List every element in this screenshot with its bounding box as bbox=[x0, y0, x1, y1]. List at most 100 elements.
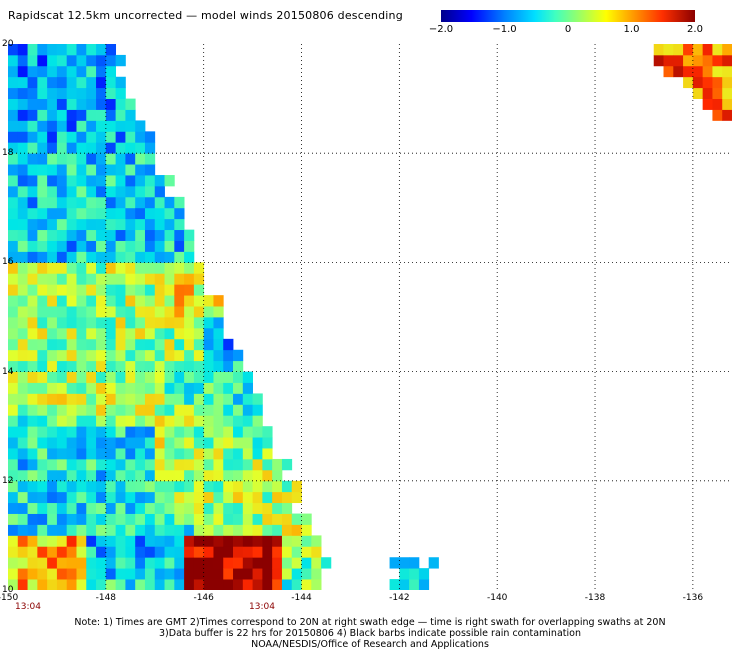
wind-cell bbox=[174, 360, 185, 372]
wind-cell bbox=[105, 120, 117, 132]
wind-cell bbox=[86, 469, 97, 482]
wind-cell bbox=[291, 557, 302, 569]
wind-cell bbox=[86, 371, 97, 383]
wind-cell bbox=[184, 502, 195, 514]
wind-cell bbox=[56, 185, 68, 198]
wind-cell bbox=[193, 338, 205, 351]
wind-cell bbox=[223, 491, 234, 504]
wind-cell bbox=[37, 535, 48, 547]
wind-cell bbox=[281, 557, 293, 569]
wind-cell bbox=[115, 327, 126, 340]
wind-cell bbox=[115, 164, 126, 176]
wind-cell bbox=[96, 142, 107, 154]
wind-cell bbox=[56, 295, 68, 307]
wind-cell bbox=[56, 448, 68, 460]
wind-cell bbox=[66, 175, 77, 187]
wind-cell bbox=[242, 371, 253, 383]
wind-cell bbox=[154, 218, 165, 231]
wind-cell bbox=[47, 218, 58, 231]
wind-cell bbox=[184, 415, 195, 427]
wind-cell bbox=[47, 131, 58, 143]
wind-cell bbox=[37, 54, 48, 67]
wind-cell bbox=[86, 448, 97, 460]
wind-cell bbox=[47, 491, 58, 504]
wind-cell bbox=[115, 284, 126, 296]
wind-cell bbox=[76, 76, 87, 89]
wind-cell bbox=[47, 109, 58, 121]
wind-cell bbox=[252, 393, 263, 405]
wind-cell bbox=[409, 557, 420, 569]
wind-cell bbox=[105, 65, 117, 78]
wind-cell bbox=[66, 284, 77, 296]
wind-cell bbox=[213, 382, 224, 394]
wind-cell bbox=[193, 502, 205, 514]
wind-cell bbox=[193, 306, 205, 318]
wind-cell bbox=[47, 513, 58, 525]
wind-cell bbox=[223, 458, 234, 471]
wind-cell bbox=[203, 404, 214, 416]
wind-cell bbox=[27, 557, 38, 569]
wind-cell bbox=[233, 404, 244, 416]
wind-cell bbox=[193, 404, 205, 416]
wind-cell bbox=[135, 196, 146, 209]
wind-cell bbox=[418, 579, 430, 590]
wind-cell bbox=[144, 371, 156, 383]
wind-cell bbox=[242, 546, 253, 558]
wind-cell bbox=[252, 426, 263, 438]
wind-cell bbox=[252, 557, 263, 569]
wind-cell bbox=[76, 44, 87, 56]
wind-cell bbox=[223, 546, 234, 558]
wind-cell bbox=[76, 491, 87, 504]
wind-cell bbox=[66, 404, 77, 416]
wind-cell bbox=[125, 327, 136, 340]
wind-cell bbox=[8, 87, 19, 99]
wind-cell bbox=[105, 502, 117, 514]
wind-cell bbox=[37, 480, 48, 493]
wind-cell bbox=[115, 546, 126, 558]
wind-cell bbox=[96, 502, 107, 514]
wind-cell bbox=[203, 338, 214, 351]
wind-cell bbox=[702, 44, 713, 56]
wind-cell bbox=[144, 469, 156, 482]
wind-cell bbox=[86, 153, 97, 165]
wind-cell bbox=[144, 218, 156, 231]
wind-cell bbox=[125, 491, 136, 504]
wind-cell bbox=[203, 306, 214, 318]
wind-cell bbox=[125, 120, 136, 132]
wind-cell bbox=[37, 349, 48, 362]
wind-cell bbox=[154, 185, 165, 198]
wind-cell bbox=[115, 568, 126, 580]
wind-cell bbox=[37, 262, 48, 274]
wind-cell bbox=[144, 196, 156, 209]
wind-cell bbox=[291, 480, 302, 493]
wind-cell bbox=[8, 546, 19, 558]
wind-cell bbox=[115, 240, 126, 252]
wind-cell bbox=[47, 480, 58, 493]
wind-cell bbox=[203, 458, 214, 471]
wind-cell bbox=[213, 557, 224, 569]
wind-cell bbox=[37, 164, 48, 176]
wind-cell bbox=[203, 513, 214, 525]
wind-cell bbox=[47, 164, 58, 176]
wind-cell bbox=[66, 273, 77, 285]
wind-cell bbox=[702, 76, 713, 89]
wind-cell bbox=[27, 87, 38, 99]
wind-cell bbox=[37, 557, 48, 569]
wind-cell bbox=[115, 54, 126, 67]
wind-cell bbox=[281, 535, 293, 547]
wind-cell bbox=[76, 153, 87, 165]
wind-cell bbox=[203, 469, 214, 482]
wind-cell bbox=[233, 535, 244, 547]
wind-cell bbox=[105, 185, 117, 198]
wind-cell bbox=[66, 295, 77, 307]
wind-cell bbox=[66, 426, 77, 438]
wind-cell bbox=[683, 54, 694, 67]
wind-cell bbox=[144, 458, 156, 471]
wind-cell bbox=[8, 185, 19, 198]
wind-cell bbox=[203, 557, 214, 569]
wind-cell bbox=[144, 240, 156, 252]
wind-cell bbox=[86, 65, 97, 78]
wind-cell bbox=[37, 196, 48, 209]
wind-cell bbox=[281, 502, 293, 514]
wind-cell bbox=[184, 273, 195, 285]
